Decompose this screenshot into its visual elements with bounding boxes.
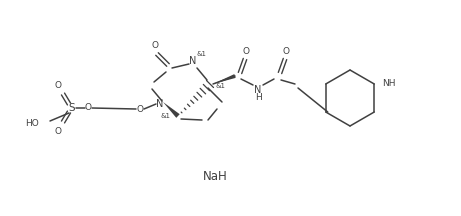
Text: &1: &1 <box>160 113 170 119</box>
Text: &1: &1 <box>196 51 206 57</box>
Text: NH: NH <box>382 79 396 89</box>
Text: O: O <box>242 46 249 56</box>
Text: N: N <box>254 85 262 95</box>
Text: H: H <box>254 94 261 103</box>
Text: O: O <box>283 46 290 56</box>
Text: O: O <box>54 81 61 89</box>
Text: &1: &1 <box>215 83 225 89</box>
Text: O: O <box>152 41 159 51</box>
Text: NaH: NaH <box>203 170 227 183</box>
Text: S: S <box>69 103 75 113</box>
Text: N: N <box>189 56 197 66</box>
Text: O: O <box>84 103 91 113</box>
Text: O: O <box>136 105 143 113</box>
Text: O: O <box>54 127 61 135</box>
Text: N: N <box>156 99 164 109</box>
Text: HO: HO <box>25 119 39 129</box>
Polygon shape <box>163 102 180 118</box>
Polygon shape <box>213 74 236 84</box>
